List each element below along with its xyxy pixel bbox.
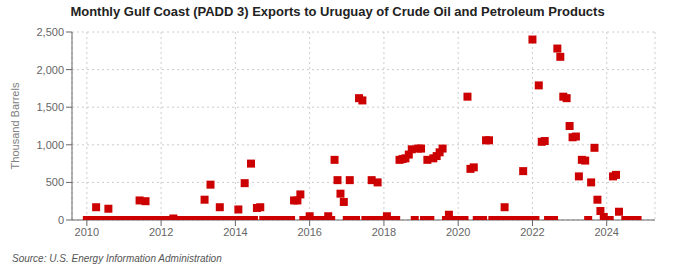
svg-text:2010: 2010 <box>75 226 99 238</box>
svg-text:Thousand Barrels: Thousand Barrels <box>9 82 21 169</box>
svg-text:2,500: 2,500 <box>36 26 64 38</box>
svg-text:0: 0 <box>58 214 64 226</box>
svg-text:2020: 2020 <box>446 226 470 238</box>
svg-text:2024: 2024 <box>594 226 618 238</box>
svg-text:2016: 2016 <box>297 226 321 238</box>
svg-text:1,500: 1,500 <box>36 101 64 113</box>
html-text:Source: U.S. Energy Informatio: Source: U.S. Energy Information Administ… <box>12 253 222 264</box>
svg-text:1,000: 1,000 <box>36 139 64 151</box>
svg-text:500: 500 <box>46 176 64 188</box>
svg-text:2012: 2012 <box>149 226 173 238</box>
html-text:Monthly Gulf Coast (PADD 3) Ex: Monthly Gulf Coast (PADD 3) Exports to U… <box>70 4 605 19</box>
svg-text:2022: 2022 <box>520 226 544 238</box>
svg-text:2018: 2018 <box>372 226 396 238</box>
svg-text:2,000: 2,000 <box>36 64 64 76</box>
svg-text:2014: 2014 <box>223 226 247 238</box>
